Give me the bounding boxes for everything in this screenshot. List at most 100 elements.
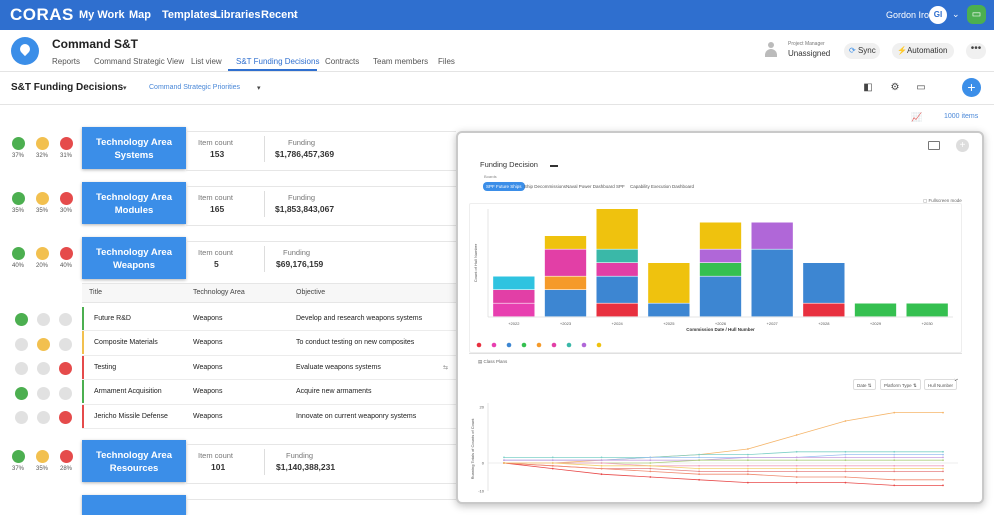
subview-chevron-icon[interactable]: ▾ xyxy=(257,85,261,92)
thumbs-up-icon[interactable] xyxy=(15,338,28,351)
thumbs-up-icon[interactable] xyxy=(15,313,28,326)
fullscreen-mode-toggle[interactable]: ▢ Fullscreen mode xyxy=(923,198,962,204)
expand-icon[interactable] xyxy=(928,141,940,150)
group-divider xyxy=(186,499,456,500)
columns-icon[interactable]: ◧ xyxy=(863,82,873,93)
project-manager-value[interactable]: Unassigned xyxy=(788,49,831,58)
series-point xyxy=(893,478,896,481)
sync-button[interactable]: ⟳ Sync xyxy=(844,43,880,59)
thumbs-down-icon[interactable] xyxy=(59,338,72,351)
nav-my-work[interactable]: My Work xyxy=(79,9,125,21)
filter-platform-type[interactable]: Platform Type ⇅ xyxy=(880,379,921,390)
chip-ship-decommissions[interactable]: Ship Decommissions xyxy=(524,184,567,189)
thumbs-sideways-icon[interactable] xyxy=(36,450,49,463)
column-title[interactable]: Title xyxy=(89,289,102,296)
chip-capability-execution-dashboard[interactable]: Capability Execution Dashboard xyxy=(630,184,695,189)
chat-icon[interactable]: ▭ xyxy=(967,5,986,24)
row-title[interactable]: Future R&D xyxy=(94,315,131,322)
series-line xyxy=(504,412,943,464)
thumbs-down-icon[interactable] xyxy=(59,387,72,400)
thumbs-sideways-icon[interactable] xyxy=(37,362,50,375)
group-header-modules[interactable]: Technology Area Modules xyxy=(82,182,186,224)
legend-dot xyxy=(596,342,602,348)
minimize-icon[interactable] xyxy=(550,165,558,167)
thumbs-up-icon[interactable] xyxy=(15,411,28,424)
thumbs-up-icon[interactable] xyxy=(15,387,28,400)
thumbs-down-icon[interactable] xyxy=(60,192,73,205)
subview-selector[interactable]: Command Strategic Priorities xyxy=(149,84,241,91)
thumbs-up-icon[interactable] xyxy=(15,362,28,375)
thumbs-sideways-icon[interactable] xyxy=(36,192,49,205)
thumbs-sideways-icon[interactable] xyxy=(37,338,50,351)
thumbs-sideways-icon[interactable] xyxy=(37,387,50,400)
thumbs-sideways-icon[interactable] xyxy=(36,137,49,150)
thumbs-down-icon[interactable] xyxy=(60,450,73,463)
legend-dot xyxy=(506,342,512,348)
thumbs-down-icon[interactable] xyxy=(60,247,73,260)
tab-contracts[interactable]: Contracts xyxy=(325,57,360,66)
filter-date-label: Date xyxy=(857,383,867,388)
group-header-weapons[interactable]: Technology Area Weapons xyxy=(82,237,186,279)
add-button[interactable]: + xyxy=(962,78,981,97)
group-divider xyxy=(186,131,456,132)
thumbs-up-icon[interactable] xyxy=(12,137,25,150)
tab-st-funding-decisions[interactable]: S&T Funding Decisions xyxy=(236,57,320,66)
filter-date[interactable]: Date ⇅ xyxy=(853,379,876,390)
nav-map[interactable]: Map xyxy=(129,9,151,21)
tab-list-view[interactable]: List view xyxy=(191,57,222,66)
column-technology-area[interactable]: Technology Area xyxy=(193,289,245,296)
automation-label: Automation xyxy=(906,46,948,55)
group-divider xyxy=(186,186,456,187)
tab-files[interactable]: Files xyxy=(438,57,455,66)
thumbs-down-icon[interactable] xyxy=(60,137,73,150)
avatar[interactable]: GI xyxy=(929,6,947,24)
nav-libraries[interactable]: Libraries xyxy=(214,9,261,21)
series-line xyxy=(504,451,943,458)
nav-recent[interactable]: Recent xyxy=(261,9,298,21)
chip-spf[interactable]: SPF xyxy=(616,184,625,189)
chip-spf-future-ships[interactable]: SPF Future Ships xyxy=(483,182,525,191)
user-menu-chevron-icon[interactable]: ⌄ xyxy=(952,9,960,19)
view-title[interactable]: S&T Funding Decisions xyxy=(11,82,124,93)
thumbs-down-icon[interactable] xyxy=(59,313,72,326)
thumbs-up-icon[interactable] xyxy=(12,247,25,260)
gear-icon[interactable]: ⚙ xyxy=(890,82,900,93)
group-header-next[interactable] xyxy=(82,495,186,515)
chart-icon[interactable]: 📈 xyxy=(911,112,923,122)
user-name[interactable]: Gordon Irons xyxy=(886,10,939,20)
thumbs-sideways-icon[interactable] xyxy=(36,247,49,260)
more-options-button[interactable]: ••• xyxy=(966,43,986,59)
group-header-systems[interactable]: Technology Area Systems xyxy=(82,127,186,169)
project-manager-label: Project Manager xyxy=(788,41,825,47)
view-chevron-icon[interactable]: ▾ xyxy=(123,85,127,92)
add-widget-button[interactable]: + xyxy=(956,139,969,152)
group-header-resources[interactable]: Technology Area Resources xyxy=(82,440,186,482)
chip-naval-power-dashboard[interactable]: Naval Power Dashboard xyxy=(566,184,615,189)
filter-hull-number[interactable]: Hull Number xyxy=(924,379,958,390)
chevron-down-icon[interactable]: ⌄ xyxy=(291,9,299,19)
thumbs-up-icon[interactable] xyxy=(12,450,25,463)
thumbs-down-icon[interactable] xyxy=(59,411,72,424)
thumbs-down-icon[interactable] xyxy=(59,362,72,375)
thumbs-sideways-icon[interactable] xyxy=(37,313,50,326)
row-title[interactable]: Jericho Missile Defense xyxy=(94,413,168,420)
thumbs-sideways-icon[interactable] xyxy=(37,411,50,424)
collapse-chevron-icon[interactable]: ⌄ xyxy=(952,373,960,383)
nav-templates[interactable]: Templates xyxy=(162,9,216,21)
bar-segment xyxy=(544,236,587,249)
series-point xyxy=(649,462,652,464)
row-link-icon[interactable]: ⇆ xyxy=(443,365,449,371)
coras-logo[interactable]: CORAS xyxy=(10,5,74,24)
thumbs-up-icon[interactable] xyxy=(12,192,25,205)
funding-label: Funding xyxy=(286,451,314,460)
tab-reports[interactable]: Reports xyxy=(52,57,81,66)
row-title[interactable]: Composite Materials xyxy=(94,339,158,346)
bar-segment xyxy=(544,249,587,276)
row-title[interactable]: Testing xyxy=(94,364,117,371)
monitor-icon[interactable]: ▭ xyxy=(916,82,926,93)
tab-command-strategic-view[interactable]: Command Strategic View xyxy=(94,57,185,66)
automation-button[interactable]: ⚡Automation xyxy=(892,43,954,59)
row-title[interactable]: Armament Acquisition xyxy=(94,388,162,395)
tab-team-members[interactable]: Team members xyxy=(373,57,429,66)
column-objective[interactable]: Objective xyxy=(296,289,326,296)
